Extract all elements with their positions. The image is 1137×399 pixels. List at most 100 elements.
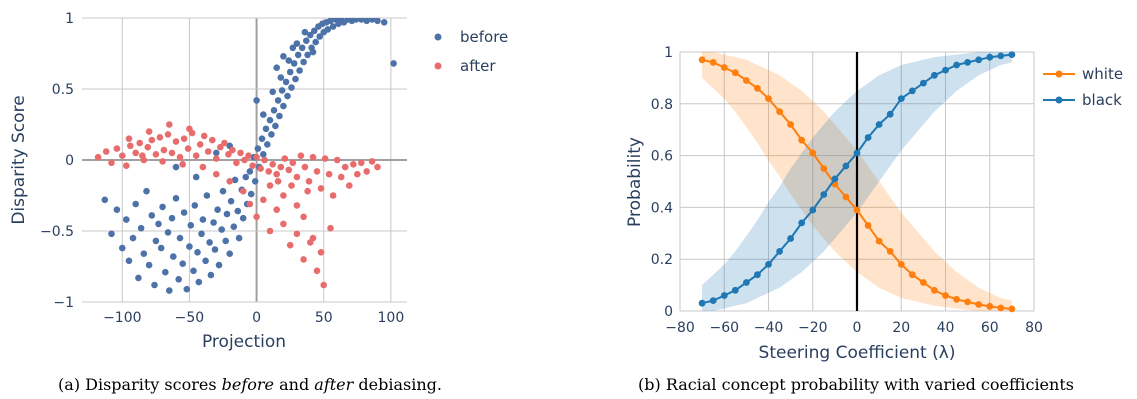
line-point-black	[831, 175, 839, 183]
scatter-point-after	[226, 178, 233, 185]
line-point-white	[754, 84, 761, 92]
scatter-point-before	[192, 173, 200, 181]
scatter-point-before	[151, 281, 158, 289]
caption-a-and: and	[274, 375, 314, 394]
scatter-point-after	[313, 168, 321, 175]
scatter-point-after	[269, 161, 277, 168]
line-point-black	[720, 292, 728, 299]
scatter-point-before	[137, 224, 145, 232]
scatter-point-after	[327, 224, 334, 232]
scatter-point-after	[186, 125, 193, 133]
line-panel: −80 −60 −40 −20 0 20 40 60 80 0 0.2 0.4 0.6 0.8 1 Ste…	[625, 45, 1123, 363]
scatter-point-before	[227, 197, 235, 205]
scatter-point-before	[213, 149, 220, 157]
scatter-point-before	[135, 274, 142, 282]
scatter-point-before	[303, 37, 310, 44]
scatter-point-before	[119, 244, 126, 252]
scatter-point-before	[277, 74, 285, 81]
scatter-point-after	[337, 173, 345, 181]
scatter-point-before	[286, 68, 294, 76]
scatter-point-before	[123, 216, 130, 223]
scatter-point-before	[164, 229, 172, 236]
scatter-point-before	[183, 285, 191, 293]
line-point-white	[964, 298, 971, 306]
line-y-tick-label: 0.8	[651, 97, 673, 113]
scatter-point-before	[307, 31, 314, 39]
scatter-point-before	[191, 202, 199, 209]
scatter-points	[94, 18, 397, 294]
scatter-point-before	[215, 261, 223, 269]
scatter-point-after	[257, 165, 264, 172]
scatter-point-before	[218, 226, 225, 233]
scatter-point-after	[139, 152, 146, 159]
scatter-legend: before after	[434, 28, 508, 75]
scatter-point-after	[180, 135, 188, 142]
line-point-black	[820, 191, 828, 198]
scatter-point-before	[172, 163, 180, 171]
scatter-point-before	[145, 261, 153, 269]
scatter-point-after	[309, 234, 317, 242]
scatter-point-after	[196, 141, 204, 148]
scatter-point-before	[207, 271, 215, 279]
line-x-ticks: −80 −60 −40 −20 0 20 40 60 80	[665, 320, 1043, 336]
scatter-point-after	[184, 145, 192, 152]
line-y-tick-label: 0.6	[651, 149, 673, 165]
line-y-tick-label: 0.4	[651, 200, 673, 216]
scatter-point-before	[270, 107, 278, 114]
scatter-point-after	[179, 161, 186, 168]
scatter-point-before	[290, 60, 298, 67]
line-point-black	[698, 299, 706, 307]
scatter-point-before	[211, 246, 219, 253]
scatter-point-after	[229, 146, 236, 154]
scatter-point-before	[234, 207, 242, 215]
scatter-point-before	[274, 97, 282, 104]
scatter-point-after	[293, 230, 301, 238]
scatter-point-after	[123, 162, 130, 169]
line-y-tick-label: 1	[664, 45, 673, 61]
scatter-point-after	[280, 220, 287, 228]
scatter-point-after	[213, 170, 220, 178]
line-point-white	[698, 56, 706, 64]
line-point-black	[709, 297, 717, 304]
scatter-point-after	[233, 159, 240, 167]
scatter-point-before	[190, 267, 197, 275]
legend-black-marker	[1055, 96, 1063, 104]
line-y-axis-title: Probability	[625, 137, 645, 227]
scatter-point-after	[246, 200, 254, 208]
scatter-point-before	[155, 220, 162, 228]
scatter-point-before	[140, 250, 148, 257]
scatter-point-after	[176, 153, 184, 161]
scatter-point-after	[273, 170, 281, 178]
scatter-y-axis-title: Disparity Score	[9, 95, 29, 224]
scatter-point-before	[276, 112, 283, 120]
scatter-point-after	[199, 163, 207, 171]
scatter-point-before	[278, 87, 286, 94]
scatter-point-before	[176, 234, 184, 242]
scatter-point-before	[273, 64, 281, 71]
scatter-point-before	[195, 278, 203, 286]
line-point-white	[931, 286, 938, 294]
scatter-point-after	[160, 146, 168, 154]
line-point-black	[787, 235, 794, 242]
scatter-point-before	[222, 237, 229, 245]
scatter-point-before	[282, 78, 290, 86]
scatter-point-before	[260, 151, 267, 158]
scatter-point-before	[368, 18, 376, 23]
line-point-white	[798, 136, 806, 144]
scatter-point-before	[288, 84, 295, 91]
scatter-point-before	[186, 243, 193, 250]
scatter-point-before	[170, 253, 177, 260]
caption-b: (b) Racial concept probability with vari…	[638, 375, 1074, 394]
scatter-point-after	[168, 149, 176, 157]
scatter-point-after	[358, 159, 365, 167]
scatter-point-after	[288, 182, 295, 189]
line-point-black	[776, 248, 783, 255]
scatter-point-before	[262, 125, 270, 133]
caption-a-prefix: (a) Disparity scores	[58, 375, 222, 394]
scatter-point-before	[284, 92, 291, 100]
line-point-black	[953, 61, 960, 69]
line-point-white	[864, 222, 872, 229]
line-point-white	[942, 292, 949, 299]
scatter-point-before	[206, 239, 213, 246]
